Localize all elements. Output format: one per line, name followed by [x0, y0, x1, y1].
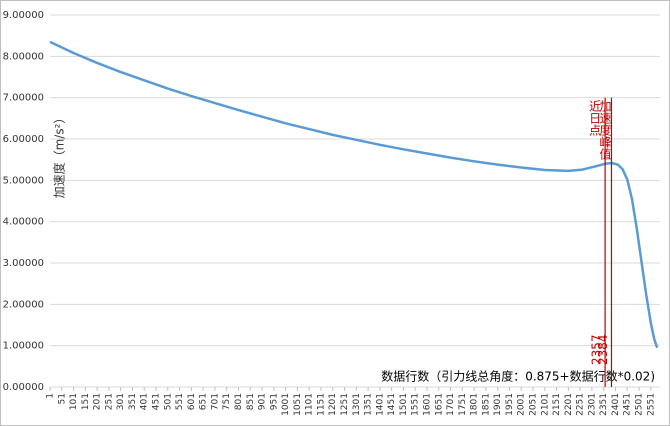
x-tick-label: 1201 — [328, 393, 338, 416]
x-tick-label: 1951 — [505, 393, 515, 416]
marker-label: 加速度峰值 — [598, 100, 612, 161]
x-tick-label: 2401 — [611, 393, 621, 416]
y-tick-label: 9.00000 — [3, 10, 44, 21]
marker-value: 2384 — [596, 334, 610, 365]
y-tick-label: 8.00000 — [3, 51, 44, 62]
x-tick-label: 1551 — [411, 393, 421, 416]
x-tick-label: 851 — [246, 393, 256, 410]
y-tick-label: 3.00000 — [3, 258, 44, 269]
x-tick-label: 801 — [234, 393, 244, 410]
x-tick-label: 2251 — [576, 393, 586, 416]
x-tick-label: 1651 — [434, 393, 444, 416]
x-tick-label: 2051 — [529, 393, 539, 416]
x-tick-label: 901 — [258, 393, 268, 410]
x-tick-label: 1901 — [493, 393, 503, 416]
x-tick-label: 2001 — [517, 393, 527, 416]
x-tick-label: 2451 — [623, 393, 633, 416]
x-tick-label: 1601 — [422, 393, 432, 416]
x-tick-label: 1 — [46, 393, 56, 399]
x-tick-label: 2101 — [540, 393, 550, 416]
x-tick-label: 1451 — [387, 393, 397, 416]
y-axis-label: 加速度（m/s²） — [52, 112, 67, 199]
x-tick-label: 1301 — [352, 393, 362, 416]
x-tick-label: 1001 — [281, 393, 291, 416]
x-tick-label: 1501 — [399, 393, 409, 416]
y-tick-label: 6.00000 — [3, 134, 44, 145]
y-tick-label: 2.00000 — [3, 299, 44, 310]
y-tick-label: 5.00000 — [3, 175, 44, 186]
marker-label: 近日点 — [588, 100, 602, 136]
x-tick-label: 601 — [187, 393, 197, 410]
x-tick-label: 751 — [222, 393, 232, 410]
x-tick-label: 1751 — [458, 393, 468, 416]
y-tick-label: 1.00000 — [3, 341, 44, 352]
x-tick-label: 101 — [69, 393, 79, 410]
x-tick-label: 151 — [81, 393, 91, 410]
x-tick-label: 2151 — [552, 393, 562, 416]
data-line — [49, 40, 659, 349]
x-tick-label: 1401 — [375, 393, 385, 416]
x-tick-label: 1351 — [364, 393, 374, 416]
x-tick-label: 2351 — [599, 393, 609, 416]
x-tick-label: 351 — [128, 393, 138, 410]
x-tick-label: 451 — [152, 393, 162, 410]
x-tick-label: 201 — [93, 393, 103, 410]
x-tick-label: 701 — [210, 393, 220, 410]
x-tick-label: 1801 — [470, 393, 480, 416]
x-tick-label: 2551 — [646, 393, 656, 416]
x-tick-label: 1701 — [446, 393, 456, 416]
x-tick-label: 1101 — [305, 393, 315, 416]
x-tick-label: 2201 — [564, 393, 574, 416]
marker-value: 2357 — [590, 334, 604, 365]
x-tick-label: 401 — [140, 393, 150, 410]
x-tick-label: 301 — [116, 393, 126, 410]
x-tick-label: 1051 — [293, 393, 303, 416]
x-tick-label: 251 — [104, 393, 114, 410]
x-tick-label: 2301 — [587, 393, 597, 416]
x-axis-label: 数据行数（引力线总角度：0.875+数据行数*0.02) — [381, 369, 655, 384]
x-tick-label: 1251 — [340, 393, 350, 416]
y-tick-label: 4.00000 — [3, 217, 44, 228]
x-tick-label: 51 — [57, 393, 67, 404]
x-tick-label: 1851 — [481, 393, 491, 416]
y-tick-label: 7.00000 — [3, 93, 44, 104]
y-tick-label: 0.00000 — [3, 382, 44, 393]
x-tick-label: 551 — [175, 393, 185, 410]
x-tick-label: 1151 — [316, 393, 326, 416]
x-tick-label: 501 — [163, 393, 173, 410]
x-tick-label: 2501 — [635, 393, 645, 416]
x-tick-label: 951 — [269, 393, 279, 410]
x-tick-label: 651 — [199, 393, 209, 410]
